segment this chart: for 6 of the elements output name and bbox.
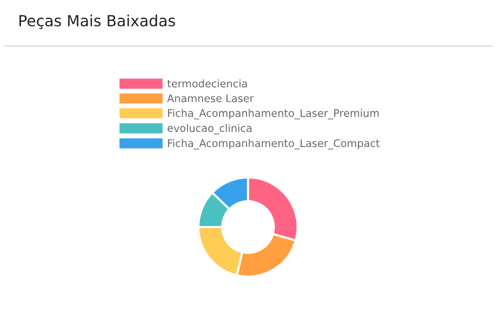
- legend-label: Ficha_Acompanhamento_Laser_Premium: [168, 108, 379, 120]
- chart-title: Peças Mais Baixadas: [20, 14, 176, 30]
- legend-label: termodeciencia: [167, 79, 247, 88]
- legend-label: evolucao_clinica: [168, 124, 252, 134]
- legend-label: Anamnese Laser: [167, 94, 254, 102]
- legend-label: Ficha_Acompanhamento_Laser_Compact: [168, 139, 380, 150]
